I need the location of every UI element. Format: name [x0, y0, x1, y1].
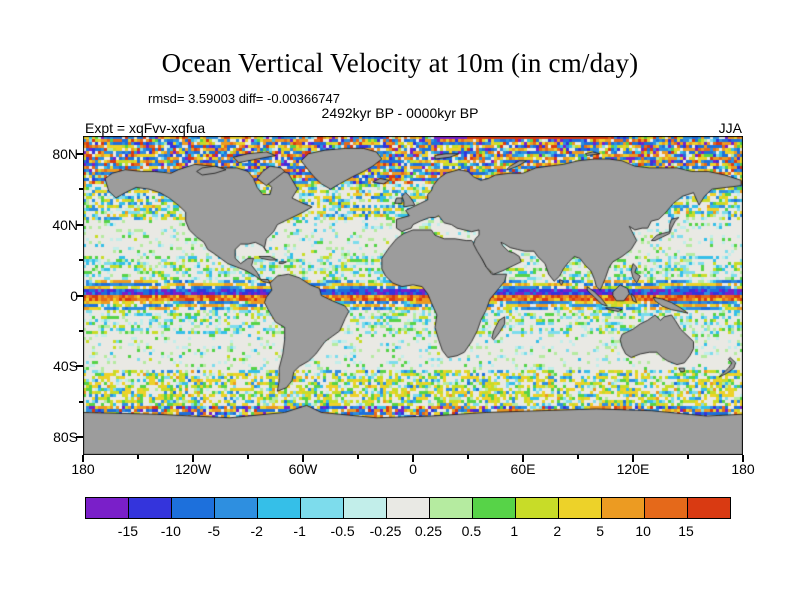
colorbar-tick-label: 2 [553, 523, 562, 539]
y-axis-tick [76, 294, 83, 297]
colorbar-segment [473, 498, 516, 518]
x-axis-tick [302, 455, 304, 462]
colorbar-tick-label: -10 [160, 523, 181, 539]
x-axis-tick-label: 60W [288, 461, 318, 477]
x-axis-tick-label: 120W [174, 461, 212, 477]
x-axis-tick [82, 455, 84, 462]
x-axis-minor-tick [357, 455, 359, 459]
period-text: 2492kyr BP - 0000kyr BP [321, 105, 479, 121]
x-axis-minor-tick [577, 455, 579, 459]
y-axis-minor-tick [79, 329, 83, 332]
colorbar-segment [344, 498, 387, 518]
x-axis-tick [522, 455, 524, 462]
x-axis-tick-label: 120E [616, 461, 650, 477]
y-axis-minor-tick [79, 400, 83, 403]
colorbar-segment [688, 498, 730, 518]
colorbar-tick-label: -2 [250, 523, 263, 539]
x-axis-tick-label: 180 [71, 461, 95, 477]
colorbar-tick-label: 0.5 [461, 523, 482, 539]
x-axis-tick [192, 455, 194, 462]
y-axis-tick [76, 436, 83, 439]
colorbar-tick-label: 0.25 [414, 523, 443, 539]
x-axis-tick-label: 60E [510, 461, 536, 477]
colorbar-segment [258, 498, 301, 518]
y-axis-minor-tick [79, 188, 83, 191]
page-title: Ocean Vertical Velocity at 10m (in cm/da… [161, 48, 639, 78]
y-axis-tick-label: 40N [52, 216, 78, 233]
colorbar-tick-label: 1 [510, 523, 519, 539]
colorbar-tick-label: 15 [678, 523, 694, 539]
y-axis-tick [76, 152, 83, 155]
x-axis-tick [632, 455, 634, 462]
colorbar-segment [301, 498, 344, 518]
colorbar-tick-label: -0.25 [369, 523, 402, 539]
colorbar-segment [559, 498, 602, 518]
colorbar-segment [430, 498, 473, 518]
y-axis-tick [76, 365, 83, 368]
y-axis-tick-label: 0 [70, 287, 78, 304]
y-axis-minor-tick [79, 259, 83, 262]
y-axis-tick-label: 80N [52, 145, 78, 162]
colorbar-tick-label: 5 [596, 523, 605, 539]
colorbar-segment [129, 498, 172, 518]
y-axis-tick-label: 40S [53, 358, 78, 375]
colorbar-segment [86, 498, 129, 518]
colorbar-segment [602, 498, 645, 518]
x-axis-tick-label: 0 [409, 461, 417, 477]
colorbar-tick-label: -1 [293, 523, 306, 539]
colorbar-segment [645, 498, 688, 518]
x-axis-minor-tick [467, 455, 469, 459]
x-axis-tick-label: 180 [731, 461, 755, 477]
colorbar-segment [215, 498, 258, 518]
x-axis-minor-tick [247, 455, 249, 459]
colorbar [85, 497, 731, 519]
x-axis-tick [742, 455, 744, 462]
colorbar-tick-label: -15 [117, 523, 139, 539]
experiment-label: Expt = xqFvv-xqfua [85, 120, 206, 136]
x-axis-tick [412, 455, 414, 462]
x-axis-minor-tick [137, 455, 139, 459]
colorbar-segment [516, 498, 559, 518]
x-axis-minor-tick [687, 455, 689, 459]
colorbar-tick-label: -5 [207, 523, 221, 539]
colorbar-tick-label: -0.5 [330, 523, 355, 539]
colorbar-tick-label: 10 [635, 523, 651, 539]
season-label: JJA [718, 120, 742, 136]
y-axis-tick [76, 223, 83, 226]
map-canvas [83, 136, 743, 455]
y-axis-tick-label: 80S [53, 429, 78, 446]
stats-text: rmsd= 3.59003 diff= -0.00366747 [148, 91, 341, 106]
colorbar-segment [172, 498, 215, 518]
colorbar-segment [387, 498, 430, 518]
